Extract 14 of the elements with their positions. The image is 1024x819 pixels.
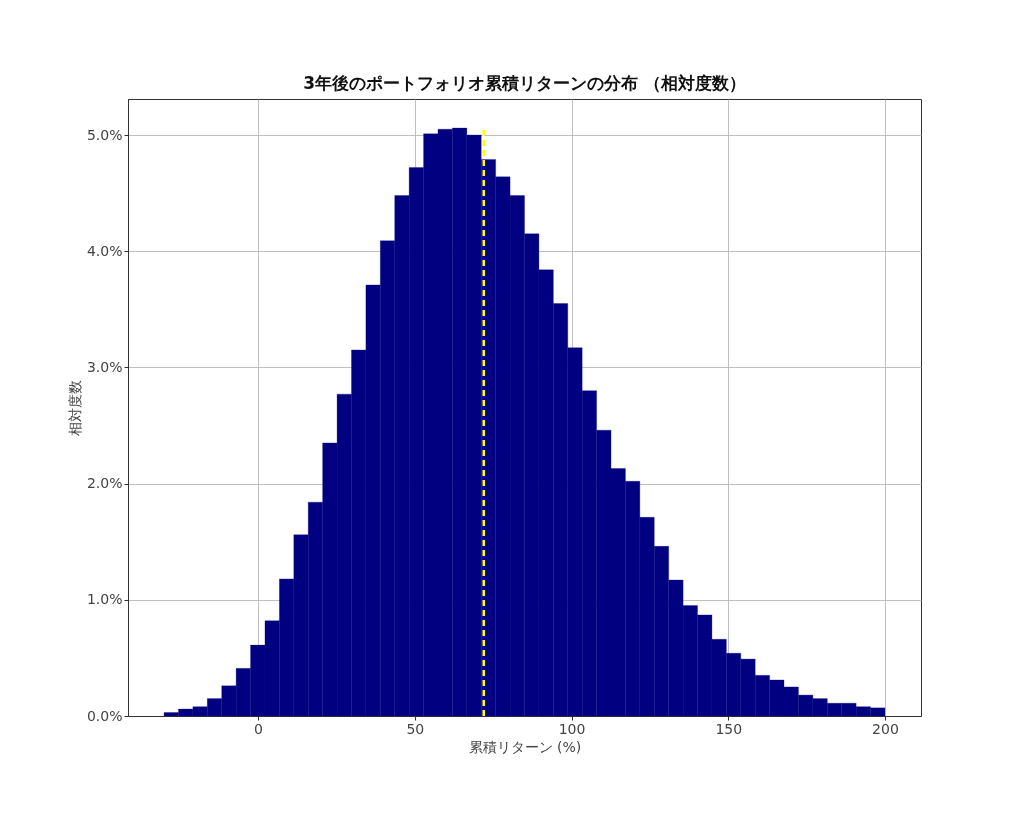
x-tick-label: 100 [558, 720, 586, 737]
x-axis-title: 累積リターン (%) [468, 738, 582, 755]
y-tick-label: 4.0% [86, 242, 123, 259]
x-tick-label: 50 [406, 720, 425, 737]
y-tick-label: 5.0% [86, 126, 123, 143]
x-tick-label: 150 [715, 720, 743, 737]
x-tick-label: 200 [872, 720, 899, 737]
y-tick-label: 2.0% [86, 475, 123, 492]
y-tick-label: 0.0% [86, 707, 123, 724]
chart-title: 3年後のポートフォリオ累積リターンの分布 （相対度数） [303, 73, 746, 93]
y-tick-label: 1.0% [86, 591, 123, 608]
y-axis-title: 相対度数 [66, 380, 83, 436]
x-tick-label: 0 [254, 720, 264, 737]
y-tick-label: 3.0% [86, 358, 123, 375]
